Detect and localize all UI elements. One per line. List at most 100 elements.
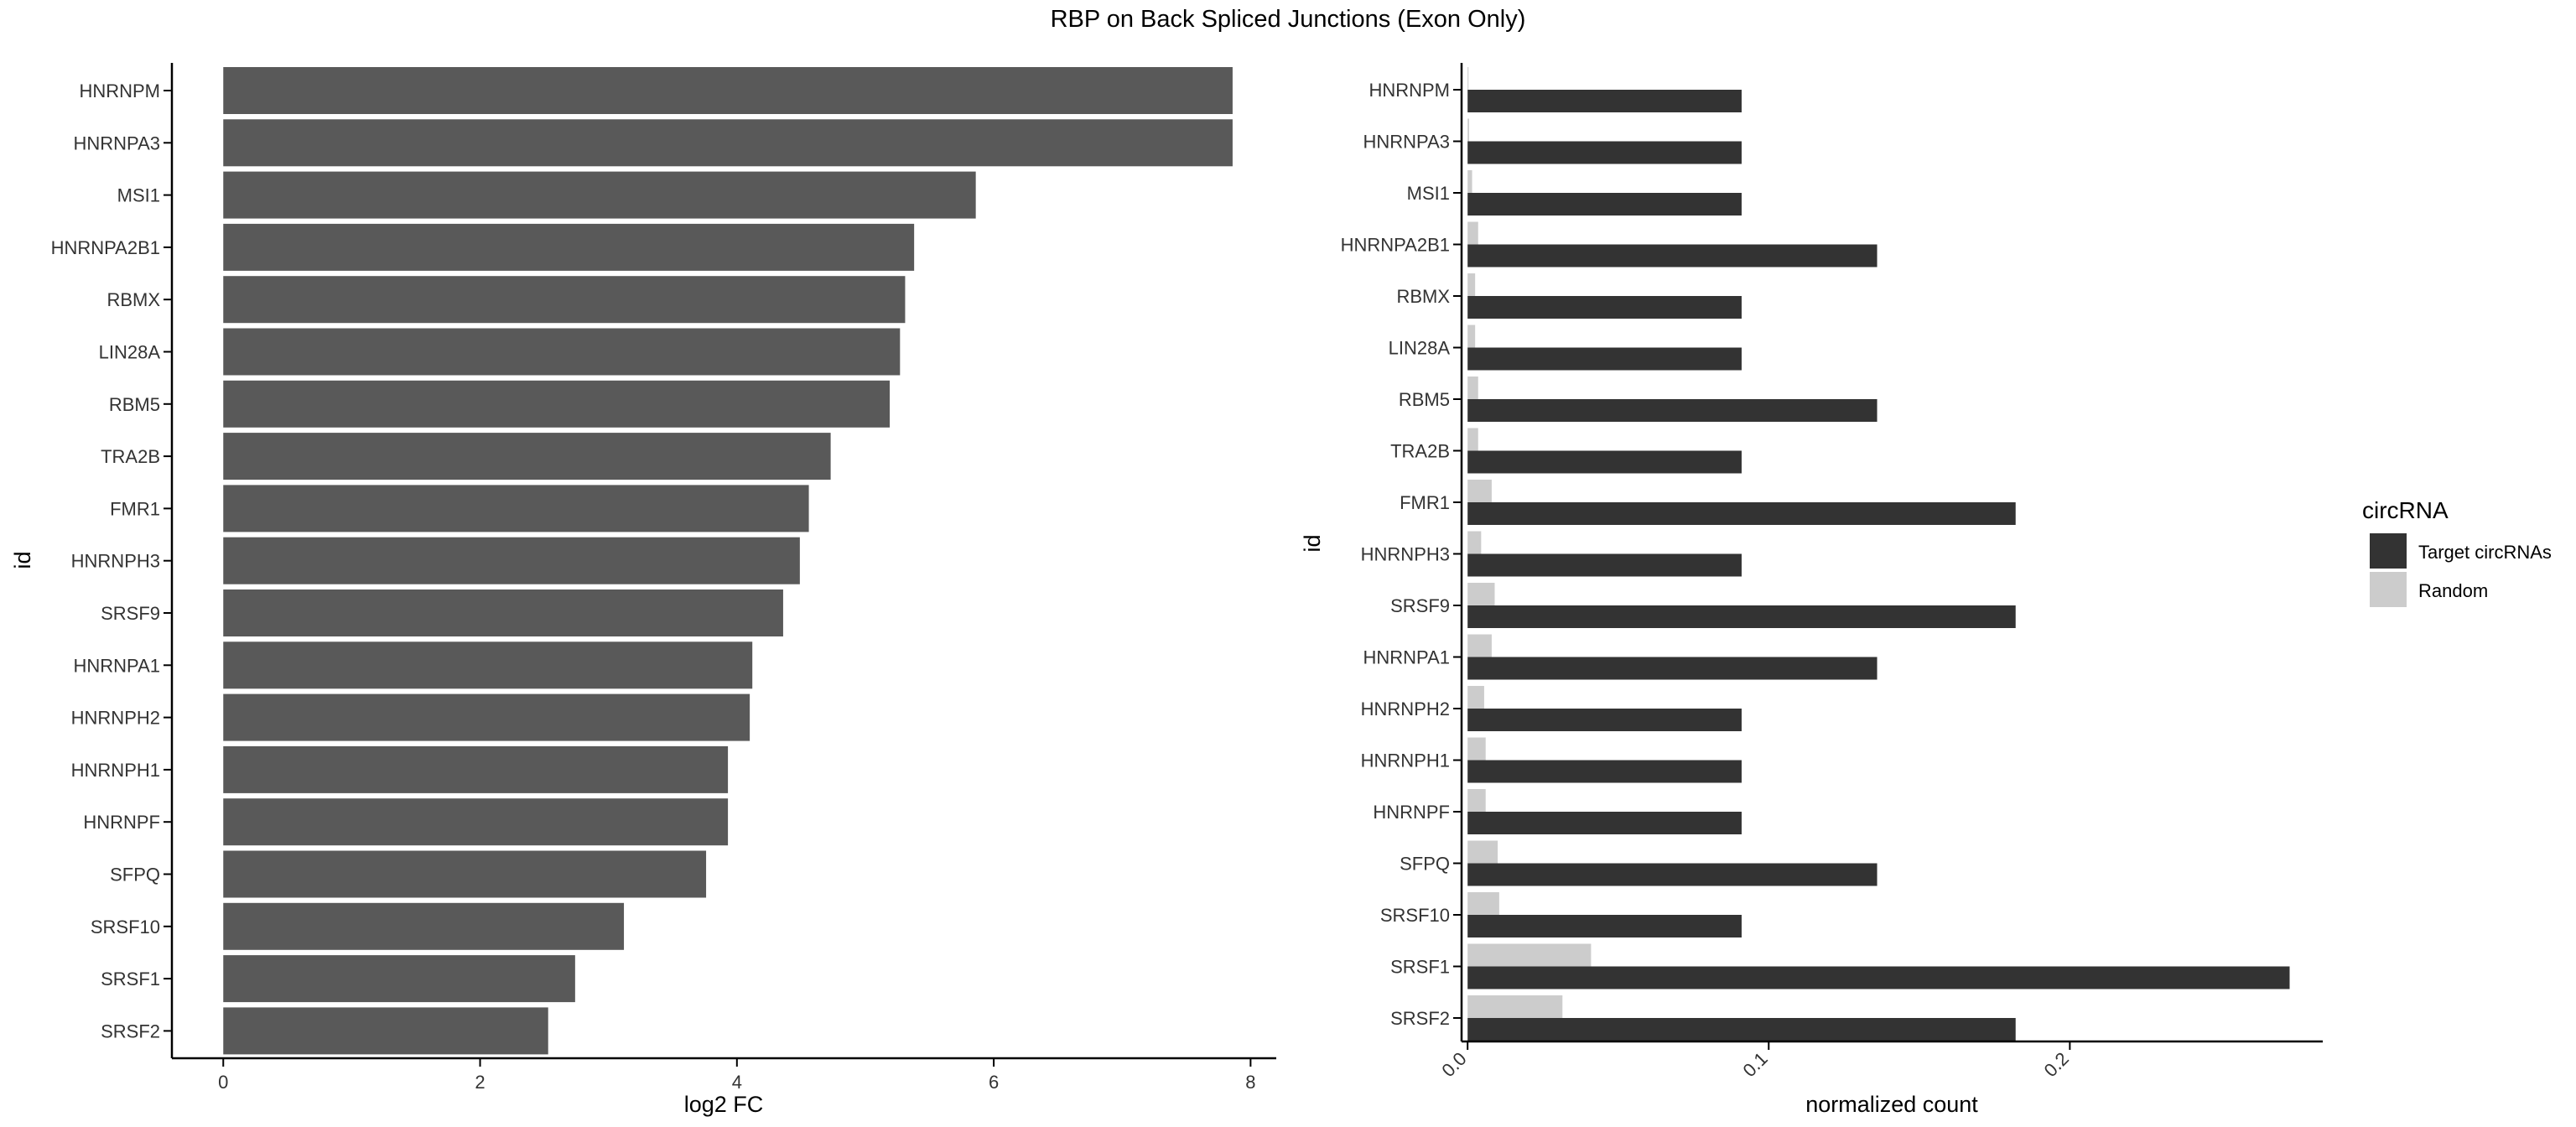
- y-tick-label-srsf10: SRSF10: [91, 917, 160, 937]
- y-tick-label-hnrnpa2b1: HNRNPA2B1: [51, 237, 160, 258]
- left-x-axis-label: log2 FC: [684, 1092, 764, 1117]
- bar-hnrnpm: [223, 67, 1233, 114]
- bar-srsf1: [223, 955, 575, 1003]
- bar-target-hnrnph2: [1467, 709, 1742, 731]
- bar-hnrnph1: [223, 745, 729, 793]
- y-tick-label-hnrnpf: HNRNPF: [1373, 802, 1450, 823]
- y-tick-label-hnrnpa2b1: HNRNPA2B1: [1341, 235, 1450, 256]
- bar-random-tra2b: [1467, 428, 1478, 451]
- figure-title: RBP on Back Spliced Junctions (Exon Only…: [1051, 6, 1526, 33]
- y-tick-label-msi1: MSI1: [117, 185, 160, 206]
- y-tick-label-hnrnph1: HNRNPH1: [1361, 750, 1450, 771]
- legend-swatch-target: [2370, 533, 2407, 569]
- bar-target-lin28a: [1467, 347, 1742, 371]
- y-tick-label-srsf1: SRSF1: [101, 969, 160, 989]
- y-tick-label-msi1: MSI1: [1407, 183, 1450, 204]
- bar-rbm5: [223, 380, 891, 428]
- bar-tra2b: [223, 433, 831, 480]
- y-tick-label-rbmx: RBMX: [106, 289, 160, 310]
- y-tick-label-fmr1: FMR1: [110, 498, 160, 519]
- bar-random-srsf10: [1467, 892, 1499, 915]
- bar-fmr1: [223, 485, 809, 532]
- y-tick-label-hnrnpm: HNRNPM: [1368, 80, 1450, 101]
- bar-target-fmr1: [1467, 502, 2016, 525]
- bar-target-tra2b: [1467, 450, 1742, 474]
- bar-hnrnpa2b1: [223, 223, 915, 271]
- left-x-ticks: 0 2 4 6 8: [218, 1058, 1255, 1093]
- y-tick-label-fmr1: FMR1: [1400, 492, 1450, 513]
- y-tick-label-hnrnpa1: HNRNPA1: [73, 655, 160, 676]
- bar-target-rbmx: [1467, 296, 1742, 319]
- bar-hnrnph2: [223, 693, 750, 741]
- y-tick-label-hnrnph2: HNRNPH2: [1361, 699, 1450, 719]
- right-y-axis-label: id: [1300, 534, 1325, 552]
- y-tick-label-srsf2: SRSF2: [101, 1021, 160, 1041]
- y-tick-label-srsf9: SRSF9: [101, 603, 160, 624]
- x-tick-label: 4: [732, 1072, 742, 1093]
- bar-target-msi1: [1467, 193, 1742, 216]
- bar-target-srsf10: [1467, 915, 1742, 937]
- y-tick-label-srsf2: SRSF2: [1390, 1008, 1450, 1029]
- bar-random-hnrnph1: [1467, 737, 1486, 761]
- left-y-axis-label: id: [10, 551, 35, 569]
- bar-random-hnrnpf: [1467, 789, 1486, 812]
- legend: circRNA Target circRNAs Random: [2362, 497, 2552, 607]
- bar-random-hnrnph2: [1467, 686, 1484, 709]
- y-tick-label-hnrnph3: HNRNPH3: [71, 551, 160, 572]
- y-tick-label-lin28a: LIN28A: [1389, 338, 1451, 359]
- y-tick-label-hnrnpa3: HNRNPA3: [73, 132, 160, 153]
- bar-random-hnrnph3: [1467, 531, 1482, 554]
- y-tick-label-hnrnpa3: HNRNPA3: [1363, 132, 1450, 153]
- right-x-axis-label: normalized count: [1805, 1092, 1978, 1117]
- y-tick-label-rbmx: RBMX: [1396, 286, 1450, 307]
- bar-srsf9: [223, 589, 783, 636]
- bar-lin28a: [223, 328, 901, 376]
- legend-label-target: Target circRNAs: [2418, 542, 2552, 563]
- x-tick-label: 2: [475, 1072, 485, 1093]
- bar-hnrnpf: [223, 798, 729, 846]
- y-tick-label-sfpq: SFPQ: [110, 865, 160, 886]
- y-tick-label-srsf9: SRSF9: [1390, 595, 1450, 616]
- bar-rbmx: [223, 276, 906, 324]
- x-tick-label: 8: [1245, 1072, 1255, 1093]
- bar-target-hnrnpf: [1467, 812, 1742, 834]
- y-tick-label-lin28a: LIN28A: [99, 342, 161, 363]
- bar-random-hnrnpa1: [1467, 634, 1492, 657]
- bar-sfpq: [223, 850, 707, 898]
- bar-target-sfpq: [1467, 863, 1877, 886]
- bar-random-rbm5: [1467, 377, 1478, 399]
- bar-random-msi1: [1467, 170, 1472, 193]
- bar-target-hnrnpa3: [1467, 141, 1742, 164]
- x-tick-label: 0.2: [2040, 1048, 2073, 1081]
- y-tick-label-sfpq: SFPQ: [1400, 854, 1450, 875]
- bar-srsf10: [223, 902, 625, 950]
- legend-label-random: Random: [2418, 580, 2488, 601]
- bar-target-hnrnph3: [1467, 553, 1742, 577]
- bar-target-hnrnpa1: [1467, 657, 1877, 680]
- bar-random-srsf1: [1467, 943, 1592, 967]
- y-tick-label-hnrnpf: HNRNPF: [83, 812, 160, 833]
- legend-title: circRNA: [2362, 497, 2449, 523]
- bar-random-lin28a: [1467, 325, 1476, 348]
- bar-random-srsf2: [1467, 995, 1563, 1018]
- y-tick-label-hnrnpm: HNRNPM: [79, 80, 160, 101]
- bar-srsf2: [223, 1007, 548, 1055]
- bar-target-hnrnpa2b1: [1467, 244, 1877, 267]
- left-bars: [223, 67, 1233, 1055]
- bar-target-srsf9: [1467, 605, 2016, 628]
- y-tick-label-tra2b: TRA2B: [101, 446, 160, 467]
- y-tick-label-hnrnpa1: HNRNPA1: [1363, 647, 1450, 668]
- bar-target-srsf2: [1467, 1018, 2016, 1041]
- y-tick-label-hnrnph2: HNRNPH2: [71, 708, 160, 729]
- bar-hnrnph3: [223, 537, 800, 584]
- y-tick-label-rbm5: RBM5: [1399, 389, 1450, 410]
- y-tick-label-hnrnph3: HNRNPH3: [1361, 544, 1450, 565]
- left-y-ticks: HNRNPM HNRNPA3 MSI1 HNRNPA2B1 RBMX LIN28A RBM5…: [51, 80, 172, 1041]
- bar-target-hnrnpm: [1467, 90, 1742, 112]
- y-tick-label-srsf10: SRSF10: [1380, 905, 1450, 926]
- right-y-ticks: HNRNPM HNRNPA3 MSI1 HNRNPA2B1 RBMX LIN28A RBM5…: [1341, 80, 1462, 1029]
- x-tick-label: 0.0: [1437, 1048, 1470, 1081]
- y-tick-label-rbm5: RBM5: [109, 394, 160, 415]
- right-bars: [1467, 67, 2290, 1041]
